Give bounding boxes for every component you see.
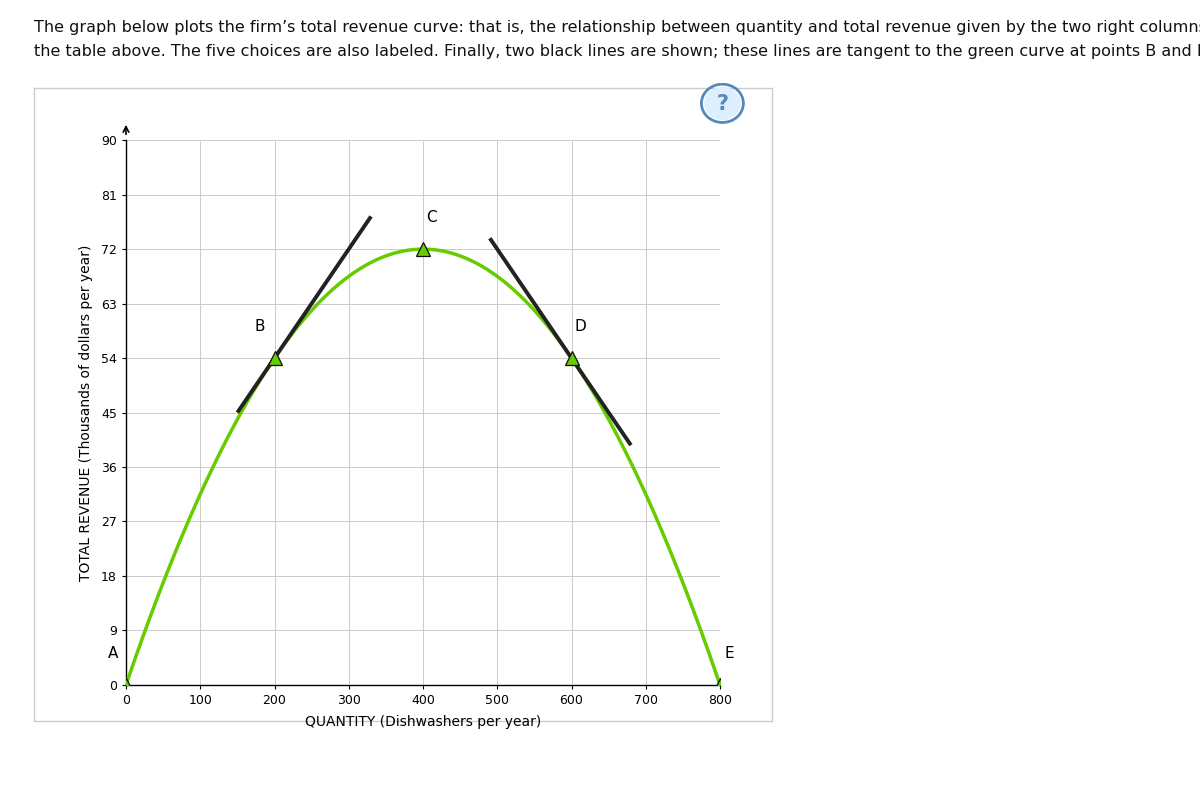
Y-axis label: TOTAL REVENUE (Thousands of dollars per year): TOTAL REVENUE (Thousands of dollars per …	[79, 244, 92, 581]
Text: The graph below plots the firm’s total revenue curve: that is, the relationship : The graph below plots the firm’s total r…	[34, 20, 1200, 35]
X-axis label: QUANTITY (Dishwashers per year): QUANTITY (Dishwashers per year)	[305, 715, 541, 729]
Text: the table above. The five choices are also labeled. Finally, two black lines are: the table above. The five choices are al…	[34, 44, 1200, 59]
Text: E: E	[724, 646, 733, 661]
Circle shape	[704, 87, 740, 120]
Text: D: D	[575, 319, 587, 334]
Text: C: C	[426, 210, 437, 225]
Text: ?: ?	[716, 95, 728, 115]
Text: B: B	[254, 319, 265, 334]
Text: A: A	[108, 646, 118, 661]
